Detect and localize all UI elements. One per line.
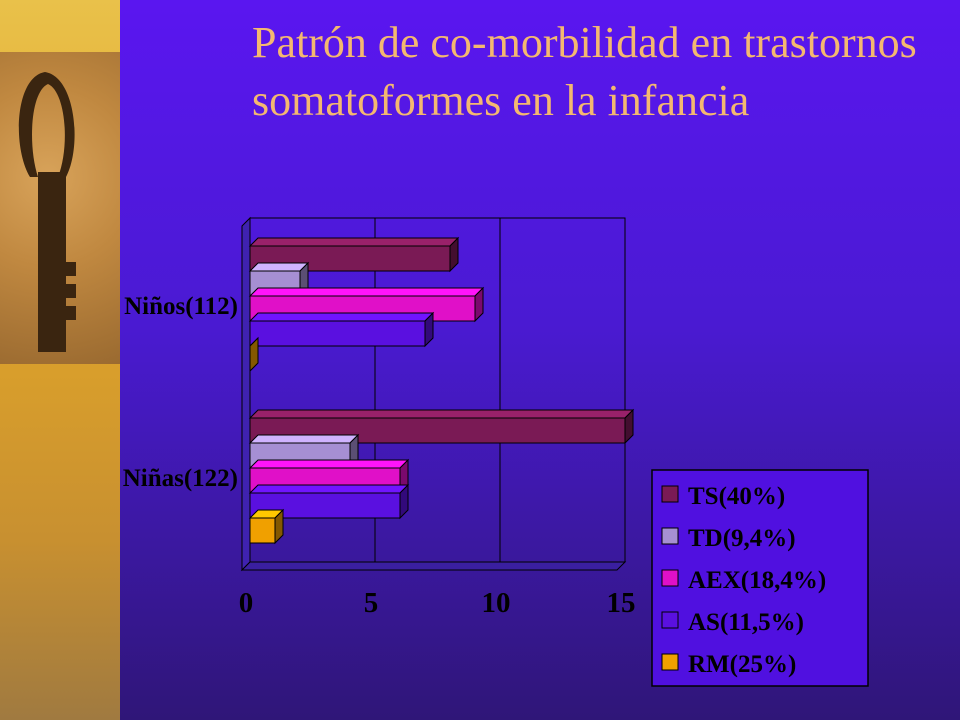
- legend-swatch-RM: [661, 653, 679, 671]
- bar-top-AEX-1: [248, 459, 410, 469]
- bar-side-TS-0: [449, 236, 459, 273]
- bar-top-TS-0: [248, 237, 460, 247]
- plot-area-frame: [249, 217, 626, 563]
- bar-top-AS-1: [248, 484, 410, 494]
- bar-side-AS-0: [424, 311, 434, 348]
- category-label: Niños(112): [124, 293, 238, 320]
- x-tick-label: 15: [607, 587, 636, 619]
- bar-side-RM-0: [249, 336, 259, 373]
- chart-side-wall: [241, 216, 251, 572]
- bar-top-TD-1: [248, 434, 360, 444]
- slide-title: Patrón de co-morbilidad en trastornos so…: [252, 18, 917, 125]
- bar-top-TS-1: [248, 409, 635, 419]
- legend-label-AEX: AEX(18,4%): [688, 567, 826, 594]
- legend-swatch-AEX: [661, 569, 679, 587]
- bar-top-TD-0: [248, 262, 310, 272]
- x-tick-label: 5: [364, 587, 379, 619]
- category-label: Niñas(122): [123, 465, 238, 492]
- legend-label-RM: RM(25%): [688, 651, 796, 678]
- x-tick-label: 10: [482, 587, 511, 619]
- bar-side-RM-1: [274, 508, 284, 545]
- bar-AS-0: [249, 320, 426, 347]
- bar-top-AEX-0: [248, 287, 485, 297]
- bar-side-AEX-0: [474, 286, 484, 323]
- legend-label-AS: AS(11,5%): [688, 609, 804, 636]
- legend-swatch-TS: [661, 485, 679, 503]
- legend-label-TD: TD(9,4%): [688, 525, 796, 552]
- bar-side-AS-1: [399, 483, 409, 520]
- bar-side-TS-1: [624, 408, 634, 445]
- x-tick-label: 0: [239, 587, 254, 619]
- legend-label-TS: TS(40%): [688, 483, 785, 510]
- key-icon: [18, 72, 76, 352]
- legend-box: [651, 469, 869, 687]
- bar-top-AS-0: [248, 312, 435, 322]
- chart-floor: [240, 561, 627, 571]
- legend-swatch-AS: [661, 611, 679, 629]
- bar-RM-1: [249, 517, 276, 544]
- key-photo: [0, 52, 120, 364]
- legend-swatch-TD: [661, 527, 679, 545]
